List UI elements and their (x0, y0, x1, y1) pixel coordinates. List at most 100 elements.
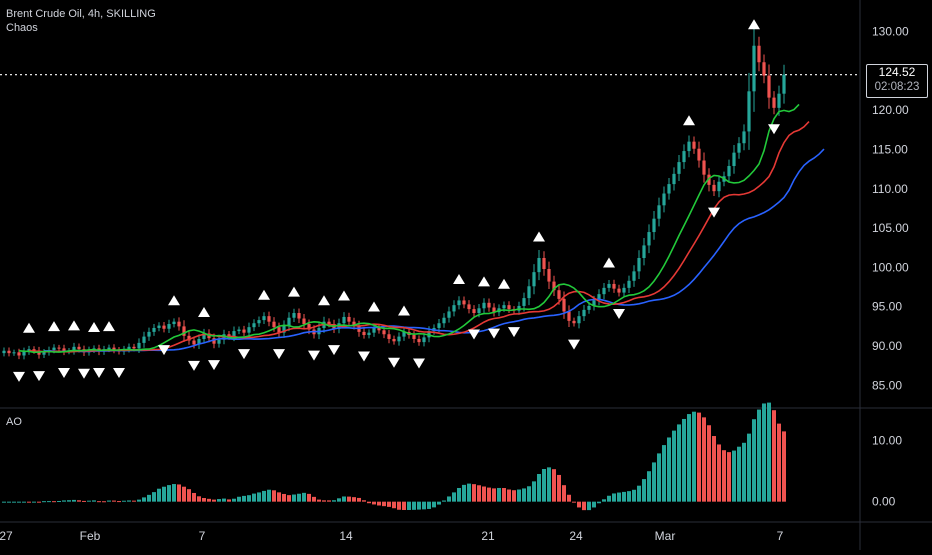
candle-body (447, 311, 451, 318)
candle-body (727, 166, 731, 177)
price-tick-label: 110.00 (872, 182, 908, 196)
ao-bar (87, 500, 91, 502)
candle-body (622, 287, 626, 293)
candle-body (687, 141, 691, 152)
price-tick-label: 85.00 (872, 378, 902, 392)
fractal-up-marker (68, 320, 80, 331)
ao-bar (467, 483, 471, 502)
time-axis-label: 21 (481, 529, 495, 543)
ao-bar (22, 501, 26, 503)
candle-body (182, 326, 186, 336)
fractal-up-marker (398, 305, 410, 316)
ao-bar (502, 488, 506, 502)
ao-bar (142, 497, 146, 502)
ao-bar (722, 450, 726, 502)
candle-body (627, 280, 631, 288)
ao-bar (32, 501, 36, 503)
ao-bar (82, 500, 86, 502)
ao-bar (217, 499, 221, 502)
candle-body (742, 131, 746, 144)
candle-body (42, 352, 46, 355)
candle-body (537, 257, 541, 273)
ao-bar (712, 436, 716, 502)
candle-body (707, 174, 711, 185)
last-price-tag: 124.52 02:08:23 (866, 64, 928, 98)
ao-bar (757, 409, 761, 502)
candle-body (52, 347, 56, 350)
fractal-up-marker (748, 19, 760, 30)
candle-body (192, 340, 196, 345)
candle-body (237, 329, 241, 332)
candle-body (112, 347, 116, 350)
ao-bar (452, 492, 456, 502)
candle-body (702, 160, 706, 175)
time-axis-label: 7 (777, 529, 784, 543)
ao-bar (742, 442, 746, 502)
ao-bar (772, 410, 776, 502)
candle-body (372, 327, 376, 333)
fractal-down-marker (413, 358, 425, 369)
candle-body (672, 173, 676, 185)
ao-bar (782, 431, 786, 502)
bar-countdown: 02:08:23 (874, 81, 920, 93)
ao-bar (427, 501, 431, 509)
candle-body (717, 181, 721, 192)
fractal-down-marker (33, 371, 45, 382)
jaw-line (43, 148, 825, 353)
ao-bar (462, 484, 466, 502)
candle-body (12, 352, 16, 354)
candle-body (342, 316, 346, 324)
fractal-down-marker (273, 349, 285, 360)
candle-body (437, 323, 441, 328)
price-tick-label: 90.00 (872, 339, 902, 353)
time-axis-label: Mar (655, 529, 676, 543)
ao-bar (62, 500, 66, 502)
ao-bar (252, 493, 256, 502)
fractal-down-marker (308, 350, 320, 361)
fractal-down-marker (388, 357, 400, 368)
ao-bar (652, 462, 656, 502)
ao-bar (352, 497, 356, 502)
fractal-up-marker (48, 321, 60, 332)
ao-bar (107, 500, 111, 502)
ao-bar (607, 495, 611, 502)
ao-legend[interactable]: AO (6, 416, 22, 428)
candle-body (642, 245, 646, 258)
ao-bar (692, 411, 696, 502)
indicator-legend[interactable]: Chaos (6, 22, 38, 34)
candle-body (677, 162, 681, 174)
ao-bar (647, 471, 651, 502)
price-tick-label: 100.00 (872, 260, 909, 274)
candle-body (507, 305, 511, 310)
candle-body (582, 309, 586, 317)
ao-bar (457, 487, 461, 502)
fractal-down-marker (613, 309, 625, 320)
candle-body (252, 323, 256, 328)
fractal-down-marker (58, 367, 70, 378)
ao-bar (322, 500, 326, 502)
candle-body (587, 305, 591, 310)
candle-body (367, 332, 371, 336)
ao-bar (72, 499, 76, 502)
ao-bar (287, 495, 291, 502)
fractal-down-marker (468, 329, 480, 340)
fractal-up-marker (258, 289, 270, 300)
ao-bar (472, 484, 476, 502)
price-tick-label: 120.00 (872, 103, 909, 117)
candle-body (157, 325, 161, 328)
candle-body (522, 298, 526, 306)
candle-body (457, 300, 461, 306)
ao-bar (542, 468, 546, 502)
candle-body (62, 348, 66, 352)
candle-body (567, 311, 571, 321)
symbol-legend[interactable]: Brent Crude Oil, 4h, SKILLING (6, 8, 156, 20)
fractal-down-marker (13, 371, 25, 382)
ao-bar (137, 499, 141, 502)
candle-body (287, 317, 291, 326)
time-axis-label: 14 (339, 529, 353, 543)
ao-bar (507, 489, 511, 502)
candle-body (662, 193, 666, 206)
candle-body (472, 309, 476, 314)
